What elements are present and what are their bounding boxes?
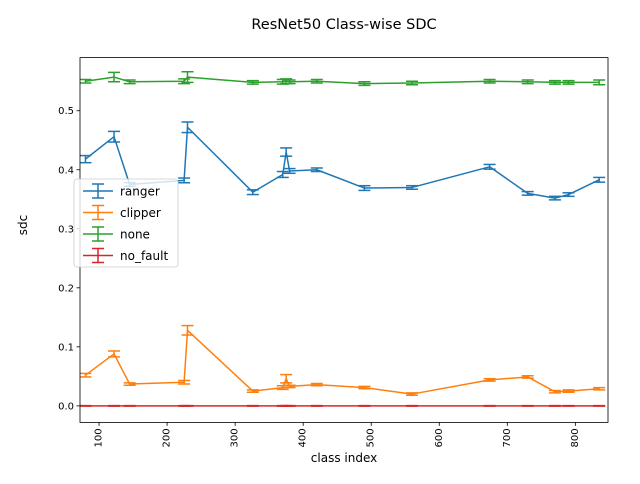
y-tick-label: 0.4 xyxy=(58,165,74,176)
x-axis-label: class index xyxy=(311,451,377,465)
legend-item-clipper: clipper xyxy=(83,204,161,221)
legend-item-none: none xyxy=(83,226,150,242)
x-tick-label: 100 xyxy=(94,428,105,447)
x-tick-label: 700 xyxy=(502,428,513,447)
x-tick-label: 600 xyxy=(434,428,445,447)
clipper-line xyxy=(84,329,600,395)
series-no-fault xyxy=(80,404,606,407)
x-tick-label: 200 xyxy=(162,428,173,447)
legend-label-ranger: ranger xyxy=(120,185,160,199)
y-tick-label: 0.5 xyxy=(58,106,74,117)
x-tick-label: 800 xyxy=(570,428,581,447)
y-tick-label: 0.2 xyxy=(58,283,74,294)
y-tick-label: 0.1 xyxy=(58,342,74,353)
legend-item-ranger: ranger xyxy=(83,183,160,199)
series-none xyxy=(80,71,606,87)
none-errorbar xyxy=(593,79,606,86)
clipper-errorbar xyxy=(593,386,606,391)
x-tick-label: 300 xyxy=(230,428,241,447)
legend: ranger clipper none no_fault xyxy=(73,178,179,268)
legend-box xyxy=(73,178,179,268)
none-line xyxy=(85,76,600,85)
legend-label-no-fault: no_fault xyxy=(120,249,168,263)
legend-item-no-fault: no_fault xyxy=(83,247,168,264)
x-tick-label: 500 xyxy=(366,428,377,447)
plot-area xyxy=(80,71,606,407)
y-axis-label: sdc xyxy=(16,215,30,235)
series-clipper xyxy=(80,324,606,396)
y-tick-label: 0.0 xyxy=(58,401,74,412)
chart-title: ResNet50 Class-wise SDC xyxy=(251,17,436,33)
y-tick-label: 0.3 xyxy=(58,224,74,235)
x-tick-label: 400 xyxy=(298,428,309,447)
legend-label-none: none xyxy=(120,228,150,242)
legend-label-clipper: clipper xyxy=(120,206,161,220)
